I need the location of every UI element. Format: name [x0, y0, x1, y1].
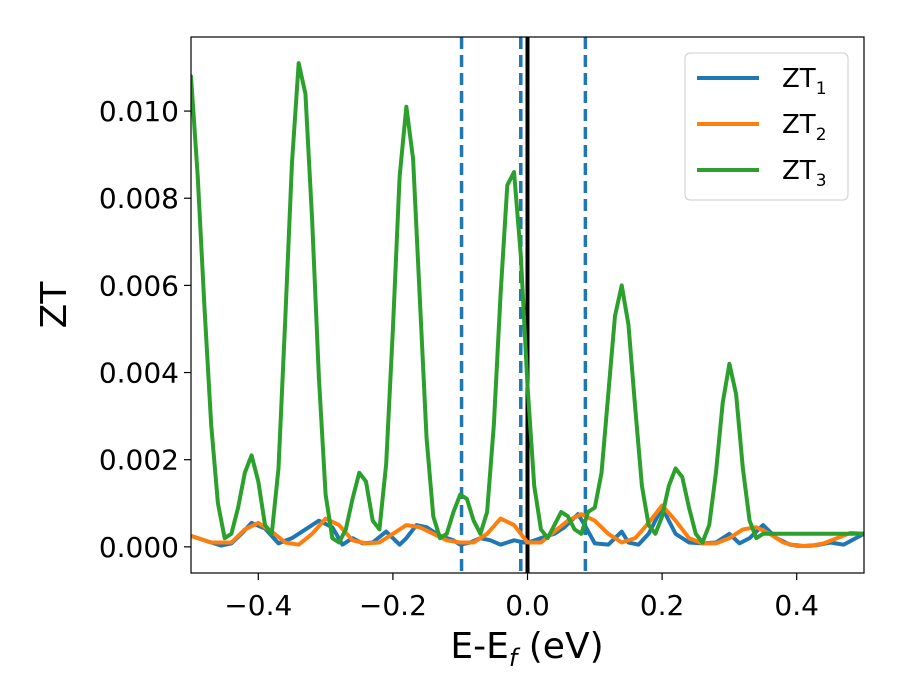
x-tick-label: −0.4: [224, 589, 292, 622]
legend-box: [684, 52, 849, 201]
reference-lines: [459, 37, 588, 573]
x-axis-title-unit: (eV): [517, 626, 603, 667]
y-tick-label: 0.004: [99, 357, 179, 390]
series-line-zt3: [191, 61, 864, 545]
x-tick-label: 0.0: [505, 589, 550, 622]
series-layer: [191, 61, 864, 548]
y-tick-label: 0.008: [99, 182, 179, 215]
x-axis-title-main: E-E: [450, 626, 508, 667]
y-tick-label: 0.002: [99, 444, 179, 477]
y-axis-title: ZT: [34, 281, 75, 329]
legend-label-zt1: ZT1: [782, 64, 827, 99]
y-axis: 0.000 0.002 0.004 0.006 0.008 0.010: [99, 95, 191, 564]
legend: ZT1 ZT2 ZT3: [684, 52, 849, 201]
y-tick-label: 0.006: [99, 269, 179, 302]
x-tick-label: 0.4: [774, 589, 819, 622]
legend-entry-zt1: ZT1: [697, 64, 827, 99]
x-tick-label: 0.2: [640, 589, 685, 622]
x-tick-label: −0.2: [359, 589, 427, 622]
y-tick-label: 0.000: [99, 531, 179, 564]
x-axis-title: E-Ef (eV): [450, 626, 603, 672]
x-axis: −0.4 −0.2 0.0 0.2 0.4: [224, 573, 819, 622]
legend-entry-zt2: ZT2: [697, 110, 827, 145]
y-tick-label: 0.010: [99, 95, 179, 128]
legend-label-zt2: ZT2: [782, 110, 827, 145]
legend-entry-zt3: ZT3: [697, 156, 827, 191]
legend-label-zt3: ZT3: [782, 156, 827, 191]
